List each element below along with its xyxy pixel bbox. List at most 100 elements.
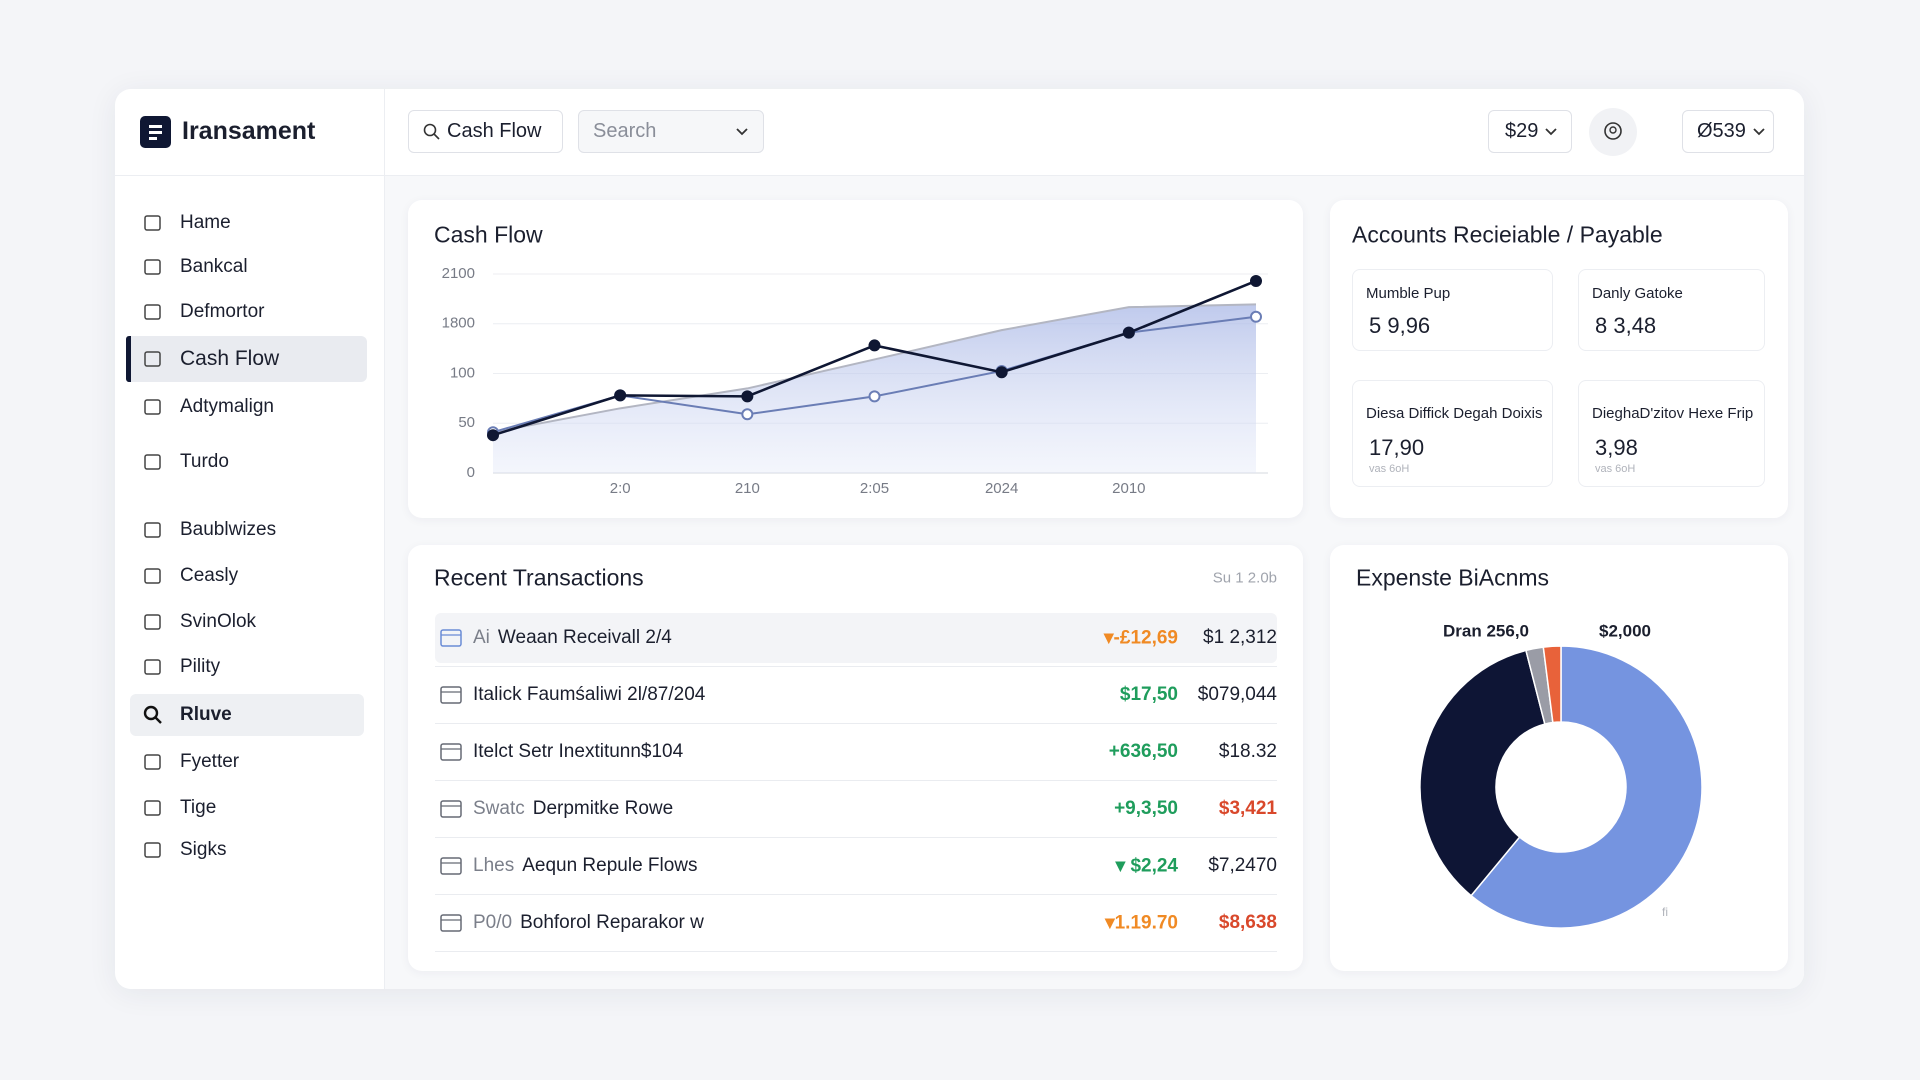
row-text: Italick Faumśaliwi 2l/87/204	[473, 684, 705, 706]
nav-item[interactable]: Fyetter	[180, 751, 240, 772]
row-icon-shape	[440, 686, 462, 704]
nav-icon	[144, 522, 161, 538]
cash-flow-card: Cash Flow 0 50 100 1800 2100 2:0 210 2:05 2024 20…	[408, 200, 1303, 518]
metric-value: 3,98	[1595, 435, 1638, 460]
nav-icon-shape	[144, 842, 161, 858]
selected-item-bg[interactable]	[130, 694, 364, 736]
x-tick-label: 210	[735, 480, 760, 497]
profile-button[interactable]	[1589, 108, 1637, 156]
nav-item[interactable]: Sigks	[180, 839, 227, 860]
nav-icon-shape	[144, 522, 161, 538]
transactions-card: Recent Transactions Su 1 2.0b Ai Weaan Re…	[408, 545, 1303, 971]
logo-text: Iransament	[182, 117, 316, 145]
balance-dropdown[interactable]: $29	[1488, 110, 1572, 153]
row-icon-shape	[440, 914, 462, 932]
nav-item[interactable]: Cash Flow	[180, 347, 280, 370]
metric-label: Danly Gatoke	[1592, 285, 1683, 302]
nav-icon	[144, 659, 161, 675]
metric-card: Danly Gatoke 8 3,48	[1578, 269, 1765, 351]
row-highlight[interactable]	[435, 613, 1277, 663]
search-placeholder: Search	[593, 120, 657, 142]
nav-item[interactable]: Adtymalign	[180, 396, 274, 417]
metric-label: Mumble Pup	[1366, 285, 1451, 302]
y-tick-label: 0	[467, 464, 475, 481]
row-amount: $18.32	[1218, 741, 1277, 762]
nav-icon	[144, 800, 161, 816]
nav-item[interactable]: Turdo	[180, 451, 229, 472]
nav-icon	[143, 705, 162, 724]
nav-icon-shape	[154, 716, 162, 724]
period-label: Su 1 2.0b	[1212, 569, 1277, 587]
row-icon-shape	[440, 629, 462, 647]
row-prefix: Lhes	[473, 855, 515, 876]
row-description: Derpmitke Rowe	[532, 798, 674, 819]
nav-icon-shape	[144, 399, 161, 415]
row-icon-shape	[440, 800, 462, 818]
row-description: Itelct Setr Inextitunn$104	[473, 741, 684, 762]
nav-item[interactable]: SvinOlok	[180, 611, 257, 632]
donut-label: Dran 256,0	[1443, 621, 1529, 640]
y-tick-label: 100	[450, 364, 475, 381]
row-prefix: Swatc	[473, 798, 525, 819]
nav-item[interactable]: Tige	[180, 797, 217, 818]
nav-icon-shape	[144, 568, 161, 584]
row-prefix: Ai	[473, 627, 490, 648]
profile-icon	[1604, 122, 1622, 140]
nav-item[interactable]: Baublwizes	[180, 519, 277, 540]
search-chip[interactable]: Cash Flow	[408, 110, 563, 153]
active-item-bg[interactable]	[126, 336, 367, 382]
nav-icon-shape	[144, 454, 161, 470]
row-description: Italick Faumśaliwi 2l/87/204	[473, 684, 706, 705]
point	[1250, 274, 1262, 287]
row-text: Itelct Setr Inextitunn$104	[473, 741, 683, 763]
nav-icon	[144, 754, 161, 770]
expenses-chart: Dran 256,0 $2,000 fi	[1419, 621, 1703, 929]
nav-icon-shape	[144, 259, 161, 275]
donut-slice	[1419, 649, 1546, 897]
row-description: Aequn Repule Flows	[522, 855, 698, 876]
nav-item[interactable]: Hame	[180, 212, 231, 233]
row-change: +636,50	[1108, 741, 1178, 762]
search-dropdown[interactable]: Search	[578, 110, 764, 153]
row-amount: $1 2,312	[1203, 627, 1277, 648]
row-icon	[440, 743, 462, 761]
line	[492, 303, 1257, 434]
row-icon	[440, 686, 462, 704]
dropdown-caret	[1753, 127, 1765, 135]
row-text: P0/0 Bohforol Reparakor w	[473, 912, 704, 934]
card-title: Cash Flow	[434, 221, 543, 248]
nav-icon-shape	[143, 705, 159, 721]
nav-item[interactable]: Pility	[180, 656, 221, 677]
area	[493, 304, 1256, 473]
row-divider	[435, 666, 1277, 667]
header-divider	[115, 175, 1804, 176]
row-amount: $7,2470	[1208, 855, 1277, 876]
metric-card: DieghaD'zitov Hexe Frip 3,98 vas 6oH	[1578, 380, 1765, 487]
cash-flow-chart: 0 50 100 1800 2100 2:0 210 2:05 2024 2010	[442, 265, 1268, 497]
account-dropdown[interactable]: Ø539	[1682, 110, 1774, 153]
search-chip-text: Cash Flow	[447, 120, 542, 142]
nav-item[interactable]: Defmortor	[180, 301, 265, 322]
logo-icon	[140, 116, 171, 148]
card-title: Accounts Recieiable / Payable	[1352, 221, 1663, 248]
nav-item[interactable]: Ceasly	[180, 565, 239, 586]
nav-icon	[144, 842, 161, 858]
row-prefix: P0/0	[473, 912, 513, 933]
nav-icon-shape	[144, 215, 161, 231]
dropdown-caret	[1545, 127, 1558, 135]
point	[995, 366, 1008, 379]
row-icon	[440, 800, 462, 818]
row-divider	[435, 951, 1277, 952]
nav-icon	[144, 259, 161, 275]
row-change: +9,3,50	[1114, 798, 1178, 819]
row-icon	[440, 914, 462, 932]
dropdown-caret	[736, 127, 748, 135]
nav-icon-shape	[144, 614, 161, 630]
metric-note: vas 6oH	[1595, 463, 1636, 475]
point	[487, 429, 499, 442]
metric-value: 17,90	[1369, 435, 1425, 460]
nav-item[interactable]: Bankcal	[180, 256, 248, 277]
nav-item[interactable]: Rluve	[180, 704, 232, 725]
metric-label: DieghaD'zitov Hexe Frip	[1592, 405, 1754, 422]
